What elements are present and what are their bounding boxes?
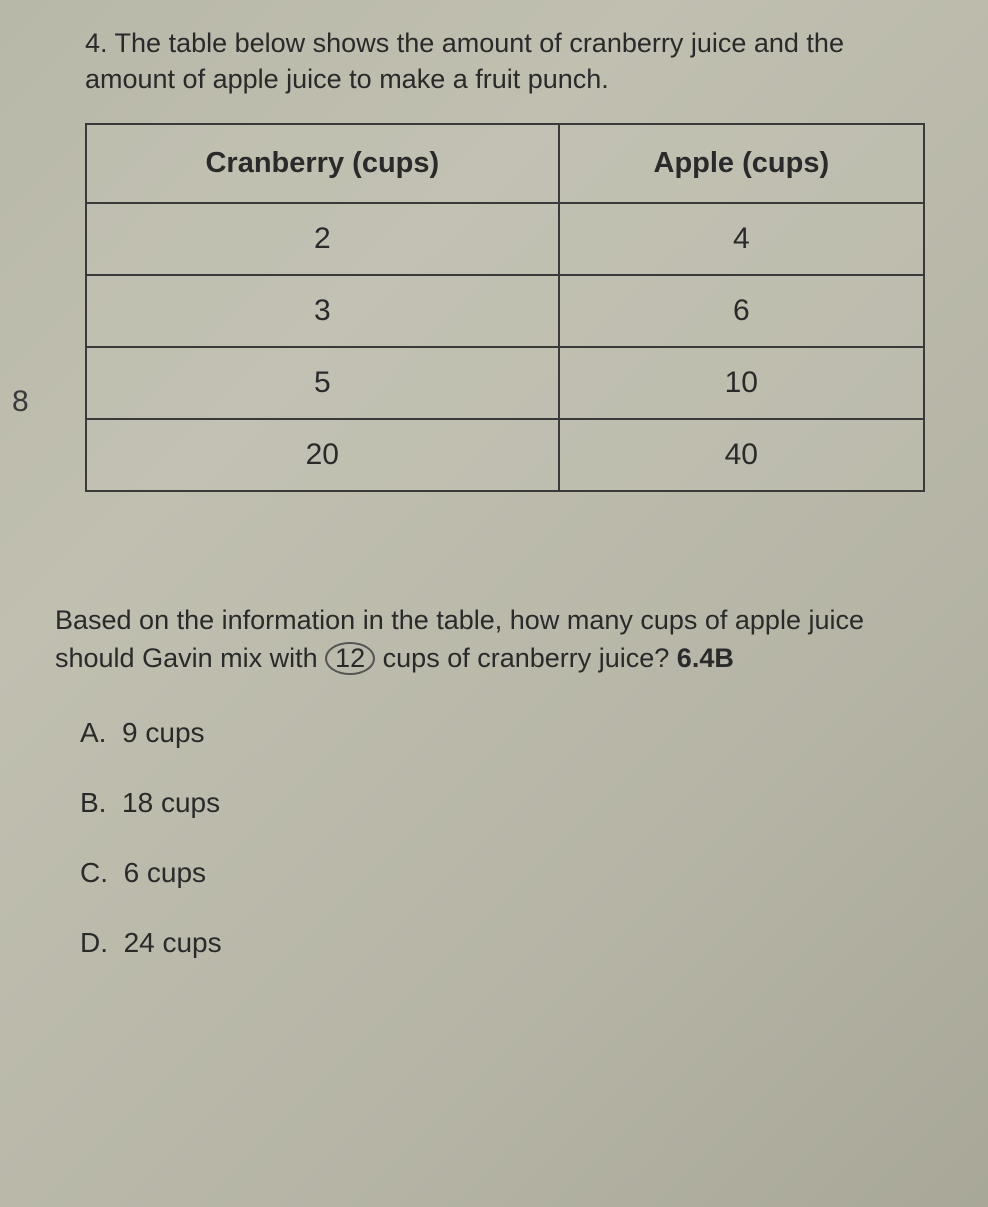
cell-apple: 4 — [559, 203, 924, 275]
table-row: 5 10 — [86, 347, 924, 419]
choice-letter: A. — [80, 717, 106, 748]
header-cranberry: Cranberry (cups) — [86, 124, 559, 203]
choice-text: 9 cups — [122, 717, 205, 748]
question-stem: 4. The table below shows the amount of c… — [55, 25, 948, 98]
page-number: 8 — [12, 385, 29, 419]
ratio-table: Cranberry (cups) Apple (cups) 2 4 3 6 5 … — [85, 123, 925, 492]
choice-letter: D. — [80, 927, 108, 958]
answer-choices: A. 9 cups B. 18 cups C. 6 cups D. 24 cup… — [55, 717, 948, 959]
cell-apple: 6 — [559, 275, 924, 347]
cell-cranberry: 20 — [86, 419, 559, 491]
cell-apple: 40 — [559, 419, 924, 491]
table-row: 20 40 — [86, 419, 924, 491]
choice-c[interactable]: C. 6 cups — [80, 857, 948, 889]
choice-letter: C. — [80, 857, 108, 888]
table-row: 3 6 — [86, 275, 924, 347]
table-header-row: Cranberry (cups) Apple (cups) — [86, 124, 924, 203]
cell-cranberry: 5 — [86, 347, 559, 419]
table-row: 2 4 — [86, 203, 924, 275]
choice-letter: B. — [80, 787, 106, 818]
choice-d[interactable]: D. 24 cups — [80, 927, 948, 959]
header-apple: Apple (cups) — [559, 124, 924, 203]
choice-text: 24 cups — [124, 927, 222, 958]
choice-b[interactable]: B. 18 cups — [80, 787, 948, 819]
standard-code: 6.4B — [677, 643, 734, 673]
cell-apple: 10 — [559, 347, 924, 419]
choice-a[interactable]: A. 9 cups — [80, 717, 948, 749]
circled-number: 12 — [325, 642, 375, 676]
prompt-part2: cups of cranberry juice? — [375, 643, 677, 673]
choice-text: 6 cups — [124, 857, 207, 888]
cell-cranberry: 2 — [86, 203, 559, 275]
choice-text: 18 cups — [122, 787, 220, 818]
question-number: 4. — [85, 28, 108, 58]
question-prompt: Based on the information in the table, h… — [55, 602, 948, 678]
question-body: The table below shows the amount of cran… — [85, 28, 844, 94]
cell-cranberry: 3 — [86, 275, 559, 347]
